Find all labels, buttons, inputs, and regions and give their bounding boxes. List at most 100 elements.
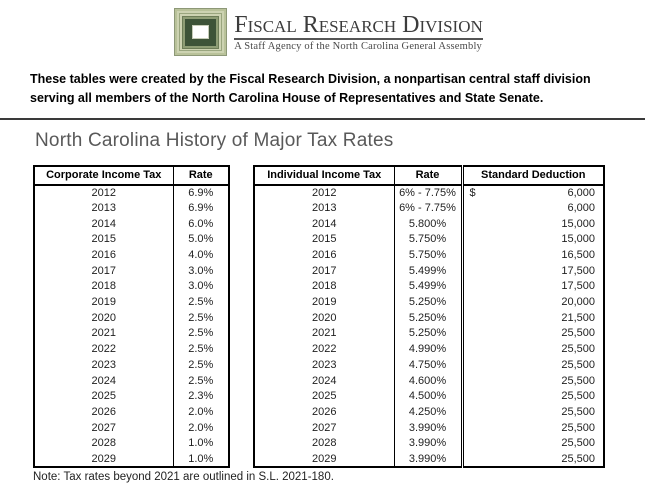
year-cell: 2025 <box>312 390 337 403</box>
year-cell: 2016 <box>312 249 337 262</box>
rate-cell: 2.0% <box>172 404 229 421</box>
table-row: 2022 4.990% 25,500 <box>254 341 604 358</box>
rate-cell: 4.600% <box>393 373 462 389</box>
year-cell: 2018 <box>91 280 116 293</box>
dollar-sign: $ <box>469 186 476 199</box>
rate-cell: 2.5% <box>172 326 229 342</box>
standard-deduction-cell: 25,500 <box>460 341 604 358</box>
rate-cell: 4.500% <box>393 388 462 405</box>
rate-cell: 5.800% <box>393 216 462 232</box>
table-row: 2018 5.499% 17,500 <box>254 278 604 295</box>
deduction-value: 16,500 <box>561 249 595 262</box>
rate-cell: 5.250% <box>393 326 462 342</box>
horizontal-divider <box>0 117 645 120</box>
rate-cell: 4.0% <box>172 247 229 264</box>
rate-cell: 5.250% <box>393 294 462 311</box>
year-cell: 2017 <box>91 264 116 277</box>
year-cell: 2015 <box>91 233 116 246</box>
rate-cell: 2.3% <box>172 388 229 405</box>
table-row: 2017 3.0% <box>34 263 229 279</box>
standard-deduction-cell: 21,500 <box>460 310 604 327</box>
year-cell: 2022 <box>312 343 337 356</box>
table-row: 2016 5.750% 16,500 <box>254 247 604 264</box>
deduction-value: 25,500 <box>561 374 595 387</box>
standard-deduction-header: Standard Deduction <box>460 165 604 186</box>
rate-cell: 2.5% <box>172 373 229 389</box>
rate-cell: 5.250% <box>393 310 462 327</box>
table-row: 2029 1.0% <box>34 451 229 468</box>
table-row: 2017 5.499% 17,500 <box>254 263 604 279</box>
table-row: 2024 4.600% 25,500 <box>254 373 604 389</box>
logo-ring-dark <box>185 18 217 46</box>
standard-deduction-cell: 17,500 <box>460 263 604 279</box>
table-row: 2013 6% - 7.75% 6,000 <box>254 200 604 217</box>
rate-cell: 3.0% <box>172 263 229 279</box>
standard-deduction-cell: 6,000 <box>460 200 604 217</box>
intro-paragraph: These tables were created by the Fiscal … <box>30 72 591 106</box>
rate-cell: 1.0% <box>172 435 229 452</box>
year-cell: 2017 <box>312 264 337 277</box>
table-row: 2023 4.750% 25,500 <box>254 357 604 374</box>
standard-deduction-cell: 25,500 <box>460 326 604 342</box>
table-row: 2029 3.990% 25,500 <box>254 451 604 468</box>
deduction-value: 25,500 <box>561 405 595 418</box>
table-row: 2025 4.500% 25,500 <box>254 388 604 405</box>
year-cell: 2027 <box>91 421 116 434</box>
year-cell: 2019 <box>312 296 337 309</box>
standard-deduction-cell: 25,500 <box>460 420 604 436</box>
corporate-year-header: Corporate Income Tax <box>34 165 173 186</box>
page-title: North Carolina History of Major Tax Rate… <box>35 129 394 151</box>
rate-cell: 2.5% <box>172 341 229 358</box>
table-row: 2019 5.250% 20,000 <box>254 294 604 311</box>
year-cell: 2016 <box>91 249 116 262</box>
rate-cell: 4.250% <box>393 404 462 421</box>
table-row: 2024 2.5% <box>34 373 229 389</box>
corporate-table-header: Corporate Income Tax Rate <box>34 165 229 186</box>
rate-cell: 5.499% <box>393 263 462 279</box>
table-row: 2013 6.9% <box>34 200 229 217</box>
deduction-value: 25,500 <box>561 421 595 434</box>
deduction-value: 6,000 <box>567 186 595 199</box>
deduction-value: 6,000 <box>567 201 595 214</box>
year-cell: 2025 <box>91 390 116 403</box>
individual-income-tax-table: Individual Income Tax Rate Standard Dedu… <box>253 164 605 469</box>
deduction-value: 21,500 <box>561 311 595 324</box>
logo-text-block: Fiscal Research Division A Staff Agency … <box>234 13 483 52</box>
standard-deduction-cell: 25,500 <box>460 435 604 452</box>
year-cell: 2020 <box>91 311 116 324</box>
table-row: 2025 2.3% <box>34 388 229 405</box>
table-row: 2018 3.0% <box>34 278 229 295</box>
footnote: Note: Tax rates beyond 2021 are outlined… <box>33 471 334 484</box>
header-logo: Fiscal Research Division A Staff Agency … <box>19 0 639 56</box>
year-cell: 2026 <box>91 405 116 418</box>
deduction-value: 25,500 <box>561 358 595 371</box>
rate-cell: 3.0% <box>172 278 229 295</box>
individual-year-header: Individual Income Tax <box>254 165 394 186</box>
table-row: 2012 6.9% <box>34 184 229 201</box>
deduction-value: 25,500 <box>561 327 595 340</box>
standard-deduction-cell: 25,500 <box>460 357 604 374</box>
rate-cell: 6.9% <box>172 200 229 217</box>
tables-container: Corporate Income Tax Rate 2012 6.9% 2013… <box>33 164 657 469</box>
table-row: 2020 5.250% 21,500 <box>254 310 604 327</box>
table-row: 2023 2.5% <box>34 357 229 374</box>
rate-cell: 4.990% <box>393 341 462 358</box>
year-cell: 2029 <box>312 452 337 465</box>
corporate-rate-header: Rate <box>172 165 229 186</box>
table-row: 2019 2.5% <box>34 294 229 311</box>
year-cell: 2022 <box>91 343 116 356</box>
rate-cell: 2.5% <box>172 310 229 327</box>
deduction-value: 17,500 <box>561 264 595 277</box>
nested-squares-logo-icon <box>174 8 228 56</box>
year-cell: 2019 <box>91 296 116 309</box>
rate-cell: 6% - 7.75% <box>393 184 462 201</box>
year-cell: 2013 <box>91 201 116 214</box>
table-row: 2014 6.0% <box>34 216 229 232</box>
deduction-value: 20,000 <box>561 296 595 309</box>
table-row: 2022 2.5% <box>34 341 229 358</box>
year-cell: 2021 <box>91 327 116 340</box>
standard-deduction-cell: $ 6,000 <box>460 184 604 201</box>
year-cell: 2020 <box>312 311 337 324</box>
rate-cell: 3.990% <box>393 420 462 436</box>
deduction-value: 15,000 <box>561 217 595 230</box>
